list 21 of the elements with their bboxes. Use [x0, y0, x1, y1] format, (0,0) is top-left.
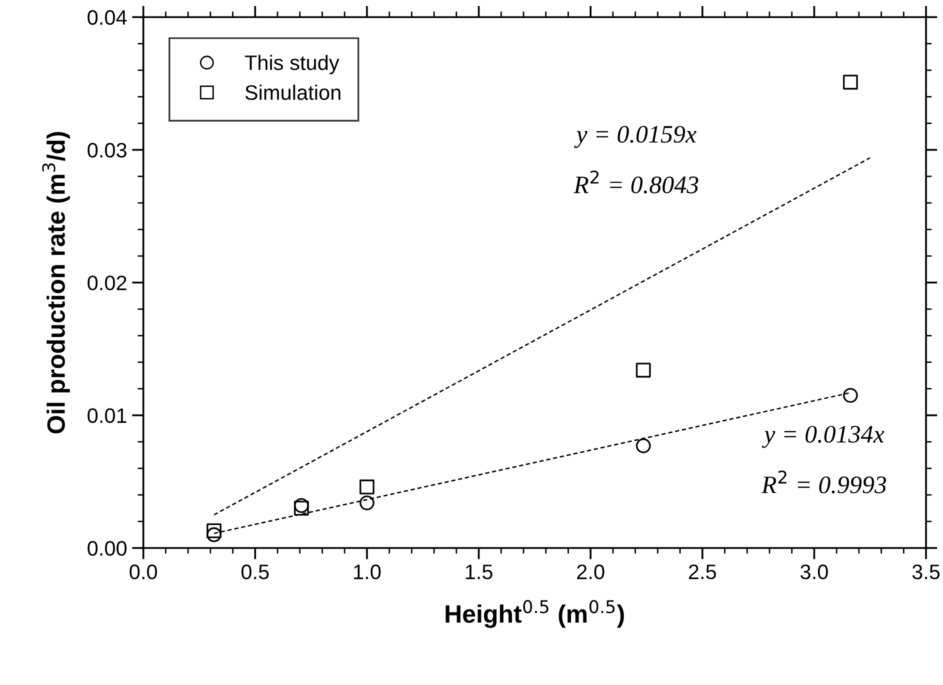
x-axis-title: Height$^{0.5}$ (m$^{0.5}$)	[446, 600, 624, 628]
legend-label: Simulation	[245, 84, 340, 100]
x-tick-label: 3.5	[912, 564, 940, 580]
x-tick-label: 1.0	[354, 564, 381, 580]
x-tick-label: 2.0	[577, 564, 604, 580]
annotation: y = 0.0134x	[762, 426, 884, 448]
y-tick-label: 0.04	[88, 10, 127, 25]
annotation: y = 0.0159x	[574, 126, 696, 148]
x-tick-label: 0.0	[130, 564, 158, 580]
y-axis-title: Oil production rate (m$^{3}$/d)	[42, 132, 70, 434]
y-tick-label: 0.02	[88, 276, 126, 290]
annotation: R$^{2}$ = 0.8043	[574, 170, 698, 194]
x-tick-label: 0.5	[241, 564, 269, 580]
x-tick-label: 1.5	[466, 564, 492, 580]
x-tick-label: 3.0	[800, 564, 828, 580]
y-tick-label: 0.00	[88, 541, 127, 556]
x-tick-label: 2.5	[688, 564, 716, 580]
annotation: R$^{2}$ = 0.9993	[761, 470, 886, 494]
y-tick-label: 0.03	[88, 142, 126, 158]
y-tick-label: 0.01	[88, 408, 126, 424]
legend-label: This study	[244, 54, 340, 74]
